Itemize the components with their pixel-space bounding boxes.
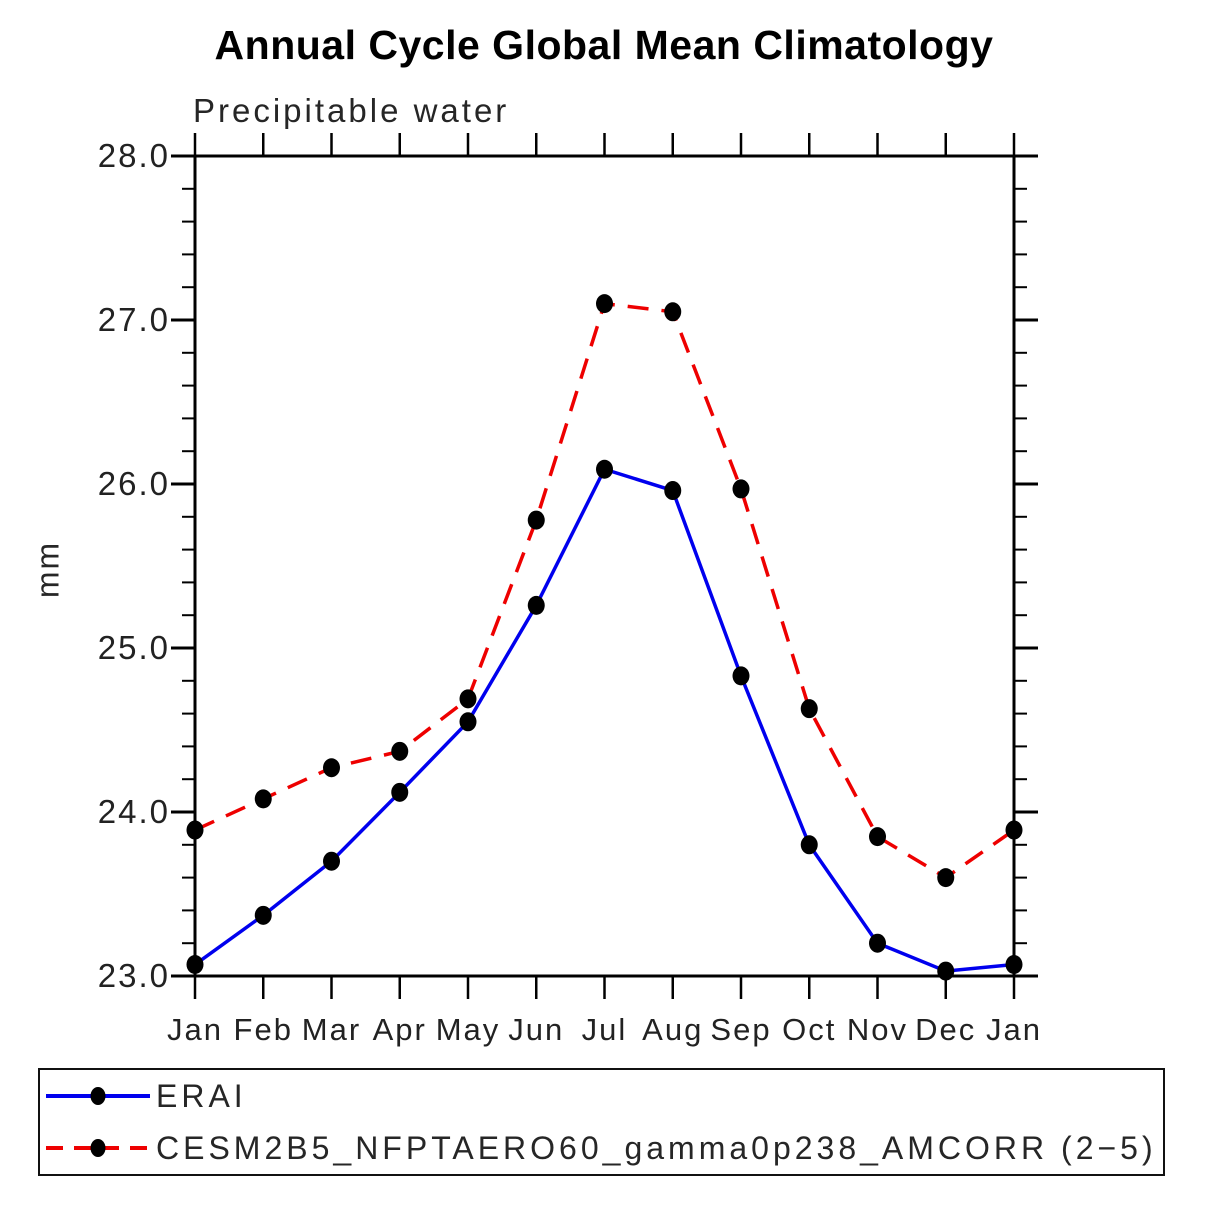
x-tick-label: Jan bbox=[167, 1012, 223, 1047]
y-tick-label: 27.0 bbox=[98, 301, 170, 338]
x-tick-label: Apr bbox=[373, 1012, 427, 1047]
data-point-marker bbox=[937, 961, 955, 981]
legend-marker-icon bbox=[90, 1139, 106, 1157]
data-point-marker bbox=[527, 595, 545, 615]
x-tick-label: Jan bbox=[986, 1012, 1042, 1047]
data-point-marker bbox=[186, 820, 204, 840]
y-tick-label: 26.0 bbox=[98, 465, 170, 502]
data-point-marker bbox=[869, 933, 886, 953]
data-point-marker bbox=[459, 712, 477, 732]
x-tick-label: May bbox=[436, 1012, 501, 1047]
x-tick-label: Mar bbox=[302, 1012, 361, 1047]
series-line-solid bbox=[193, 467, 1015, 973]
data-point-marker bbox=[527, 510, 545, 530]
data-point-marker bbox=[869, 827, 886, 847]
data-point-marker bbox=[732, 666, 750, 686]
data-point-marker bbox=[323, 758, 340, 778]
data-point-marker bbox=[323, 851, 340, 871]
data-point-marker bbox=[254, 789, 272, 809]
y-tick-label: 28.0 bbox=[98, 137, 170, 174]
data-point-marker bbox=[391, 741, 409, 761]
legend-line-sample bbox=[46, 1139, 150, 1157]
x-tick-label: Sep bbox=[710, 1012, 771, 1047]
data-point-marker bbox=[1005, 955, 1023, 975]
data-point-marker bbox=[732, 479, 750, 499]
legend-marker-icon bbox=[90, 1087, 106, 1105]
legend-box: ERAI CESM2B5_NFPTAERO60_gamma0p238_AMCORR… bbox=[38, 1068, 1165, 1176]
x-tick-label: Jun bbox=[508, 1012, 564, 1047]
x-tick-label: Aug bbox=[642, 1012, 703, 1047]
data-point-marker bbox=[596, 294, 613, 314]
y-tick-label: 23.0 bbox=[98, 957, 170, 994]
x-tick-label: Nov bbox=[847, 1012, 908, 1047]
data-point-marker bbox=[664, 302, 682, 322]
legend-line-sample bbox=[46, 1087, 150, 1105]
data-point-marker bbox=[254, 905, 272, 925]
data-point-marker bbox=[459, 689, 477, 709]
data-point-marker bbox=[391, 782, 409, 802]
data-point-marker bbox=[186, 955, 204, 975]
y-tick-label: 25.0 bbox=[98, 629, 170, 666]
data-point-marker bbox=[937, 868, 955, 888]
data-point-marker bbox=[800, 699, 818, 719]
x-tick-label: Jul bbox=[582, 1012, 628, 1047]
x-tick-label: Feb bbox=[234, 1012, 293, 1047]
data-point-marker bbox=[596, 459, 613, 479]
y-tick-label: 24.0 bbox=[98, 793, 170, 830]
legend-row: CESM2B5_NFPTAERO60_gamma0p238_AMCORR (2−… bbox=[40, 1122, 1163, 1174]
data-point-marker bbox=[664, 481, 682, 501]
x-tick-label: Dec bbox=[915, 1012, 976, 1047]
legend-label: CESM2B5_NFPTAERO60_gamma0p238_AMCORR (2−… bbox=[156, 1129, 1157, 1166]
series-line-dashed bbox=[194, 301, 1016, 880]
data-point-marker bbox=[800, 835, 818, 855]
legend-label: ERAI bbox=[156, 1077, 247, 1114]
data-point-marker bbox=[1005, 820, 1023, 840]
chart-title: Annual Cycle Global Mean Climatology bbox=[214, 22, 994, 68]
x-tick-label: Oct bbox=[782, 1012, 836, 1047]
legend-row: ERAI bbox=[40, 1070, 1163, 1122]
chart-subtitle: Precipitable water bbox=[193, 92, 510, 129]
